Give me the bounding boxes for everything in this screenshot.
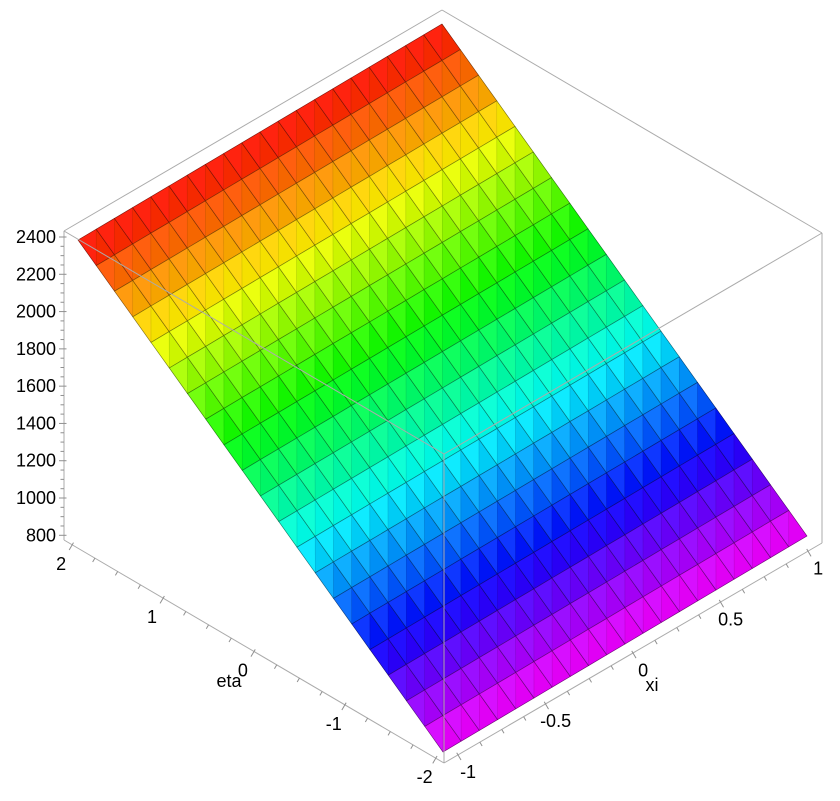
eta-major-tick xyxy=(341,702,347,711)
eta-minor-tick xyxy=(387,731,391,736)
xi-minor-tick xyxy=(698,614,702,619)
xi-minor-tick xyxy=(479,741,483,747)
eta-tick-label: -2 xyxy=(417,767,433,787)
xi-axis-title: xi xyxy=(646,675,659,695)
surface-facet xyxy=(788,509,808,548)
eta-minor-tick xyxy=(114,571,119,576)
xi-minor-tick xyxy=(566,690,571,696)
xi-tick-label: 0 xyxy=(638,660,648,680)
xi-tick-label: -0.5 xyxy=(540,711,571,731)
xi-minor-tick xyxy=(654,640,658,645)
eta-tick-label: 2 xyxy=(56,554,66,574)
xi-minor-tick xyxy=(763,576,767,581)
xi-tick-label: -1 xyxy=(460,762,476,782)
eta-minor-tick xyxy=(274,664,278,669)
box-edge xyxy=(63,9,443,232)
eta-minor-tick xyxy=(205,624,209,629)
xi-minor-tick xyxy=(501,729,505,734)
z-tick-label: 1400 xyxy=(16,413,56,433)
eta-major-tick xyxy=(432,755,438,764)
mesh-cell-outline xyxy=(769,509,808,548)
xi-minor-tick xyxy=(610,665,614,670)
xi-major-tick xyxy=(456,752,462,761)
eta-major-tick xyxy=(250,649,256,657)
z-tick-label: 2400 xyxy=(16,227,56,247)
xi-major-tick xyxy=(718,599,724,608)
xi-major-tick xyxy=(806,548,812,557)
eta-minor-tick xyxy=(296,677,300,683)
xi-tick-label: 0.5 xyxy=(718,609,743,629)
surface-mesh xyxy=(77,23,808,753)
eta-tick-label: -1 xyxy=(326,714,342,734)
eta-minor-tick xyxy=(319,691,323,696)
box-edge xyxy=(443,232,823,455)
box-edge xyxy=(63,230,445,455)
z-tick-label: 800 xyxy=(26,525,56,545)
eta-major-tick xyxy=(159,595,165,604)
eta-major-tick xyxy=(68,542,74,551)
z-tick-label: 1000 xyxy=(16,488,56,508)
xi-minor-tick xyxy=(785,563,789,569)
eta-tick-label: 1 xyxy=(147,607,157,627)
xi-minor-tick xyxy=(741,589,746,594)
xi-major-tick xyxy=(543,701,549,710)
eta-minor-tick xyxy=(183,611,187,616)
xi-minor-tick xyxy=(676,627,680,632)
eta-minor-tick xyxy=(92,557,96,563)
xi-major-tick xyxy=(631,650,637,659)
z-tick-label: 1200 xyxy=(16,451,56,471)
xi-minor-tick xyxy=(523,716,527,721)
xi-minor-tick xyxy=(588,678,592,683)
eta-axis-title: eta xyxy=(216,671,242,691)
xi-axis: -1 -0.5 0 0.5 1 xyxy=(456,548,823,782)
z-tick-label: 1600 xyxy=(16,376,56,396)
z-tick-label: 2200 xyxy=(16,264,56,284)
xi-tick-label: 1 xyxy=(813,558,823,578)
z-tick-label: 1800 xyxy=(16,339,56,359)
box-edge xyxy=(441,9,823,234)
eta-minor-tick xyxy=(364,717,369,723)
eta-tick-label: 0 xyxy=(238,660,248,680)
eta-minor-tick xyxy=(228,637,232,643)
eta-minor-tick xyxy=(137,584,141,589)
z-axis: 800 1000 1200 1400 1600 1800 2000 2200 2400 xyxy=(16,227,67,545)
eta-axis: 2 1 0 -1 -2 xyxy=(56,542,438,787)
eta-minor-tick xyxy=(410,744,414,749)
z-tick-label: 2000 xyxy=(16,302,56,322)
